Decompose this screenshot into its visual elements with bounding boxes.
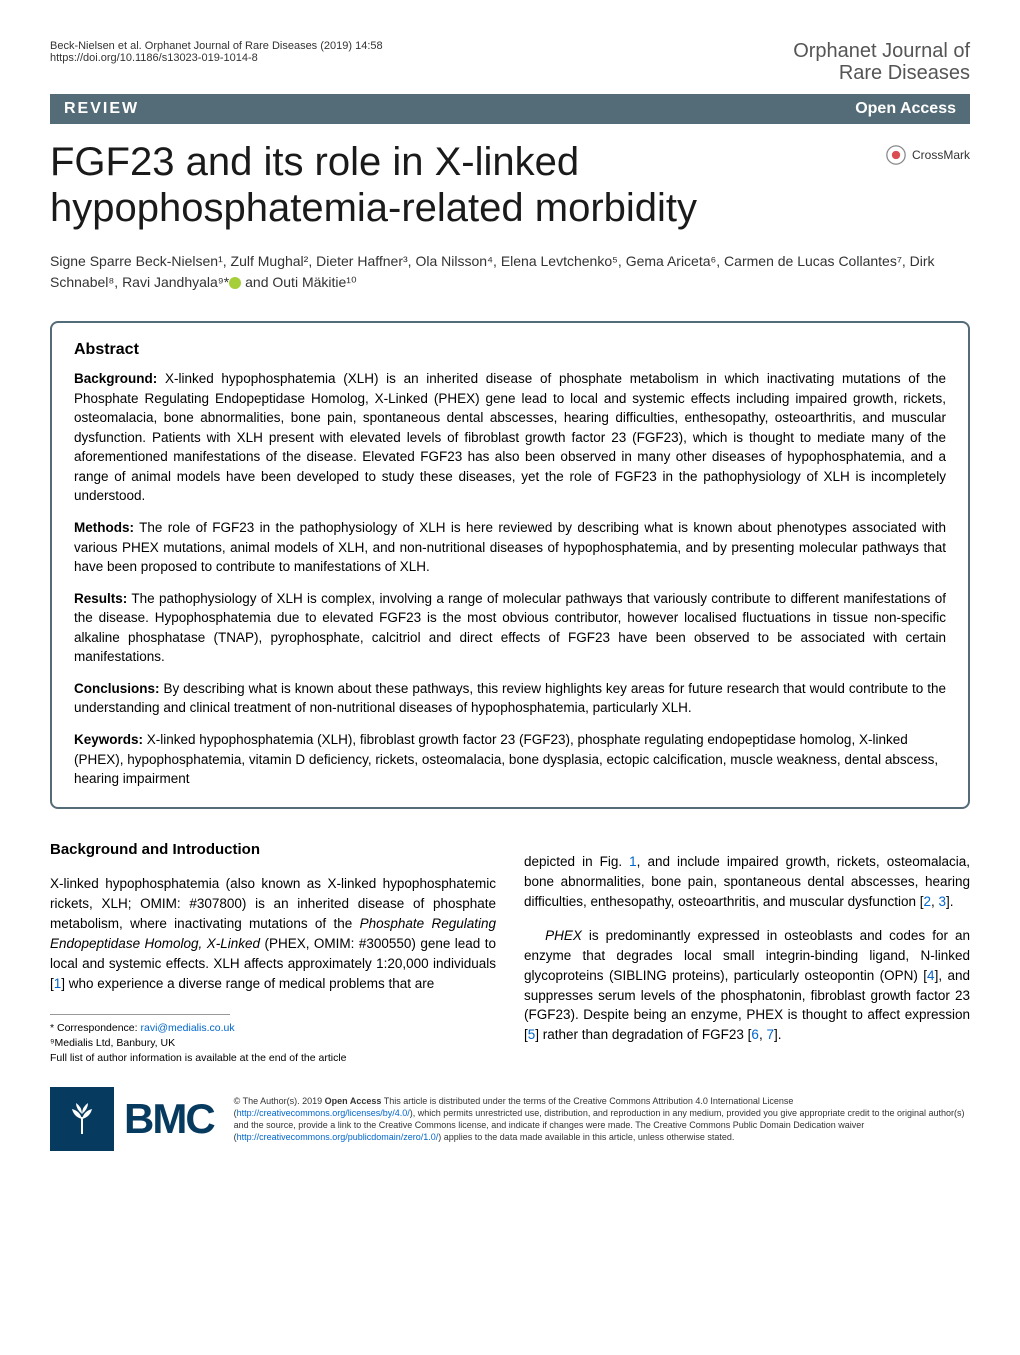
- background-text: X-linked hypophosphatemia (XLH) is an in…: [74, 371, 946, 503]
- abstract-keywords: Keywords: X-linked hypophosphatemia (XLH…: [74, 730, 946, 789]
- crossmark-badge[interactable]: CrossMark: [886, 145, 970, 165]
- fig-ref-1[interactable]: 1: [629, 854, 637, 869]
- review-label: REVIEW: [64, 100, 139, 118]
- crossmark-text: CrossMark: [912, 148, 970, 162]
- crossmark-icon: [886, 145, 906, 165]
- abstract-background: Background: X-linked hypophosphatemia (X…: [74, 369, 946, 506]
- footer-separator: [50, 1014, 230, 1015]
- conclusions-text: By describing what is known about these …: [74, 681, 946, 716]
- abstract-results: Results: The pathophysiology of XLH is c…: [74, 589, 946, 667]
- footer-row: BMC © The Author(s). 2019 Open Access Th…: [50, 1087, 970, 1151]
- section-heading: Background and Introduction: [50, 839, 496, 861]
- abstract-box: Abstract Background: X-linked hypophosph…: [50, 321, 970, 809]
- citation: Beck-Nielsen et al. Orphanet Journal of …: [50, 40, 383, 52]
- ref-4[interactable]: 4: [927, 968, 935, 983]
- license-url-2[interactable]: http://creativecommons.org/publicdomain/…: [237, 1132, 439, 1142]
- ref-3[interactable]: 3: [939, 894, 947, 909]
- bmc-logo: BMC: [50, 1087, 214, 1151]
- authors: Signe Sparre Beck-Nielsen¹, Zulf Mughal²…: [50, 251, 970, 293]
- methods-text: The role of FGF23 in the pathophysiology…: [74, 520, 946, 574]
- correspondence: * Correspondence: ravi@medialis.co.uk ⁹M…: [50, 1021, 496, 1065]
- header-meta: Beck-Nielsen et al. Orphanet Journal of …: [50, 40, 970, 84]
- license-url-1[interactable]: http://creativecommons.org/licenses/by/4…: [237, 1108, 410, 1118]
- license-text: © The Author(s). 2019 Open Access This a…: [234, 1095, 970, 1144]
- ref-2[interactable]: 2: [923, 894, 931, 909]
- journal-line1: Orphanet Journal of: [793, 40, 970, 62]
- abstract-conclusions: Conclusions: By describing what is known…: [74, 679, 946, 718]
- correspondence-label: * Correspondence:: [50, 1022, 140, 1034]
- results-label: Results:: [74, 591, 127, 606]
- bmc-square-icon: [50, 1087, 114, 1151]
- correspondence-email[interactable]: ravi@medialis.co.uk: [140, 1022, 234, 1034]
- correspondence-affiliation: ⁹Medialis Ltd, Banbury, UK: [50, 1036, 496, 1051]
- abstract-heading: Abstract: [74, 341, 946, 359]
- keywords-text: X-linked hypophosphatemia (XLH), fibrobl…: [74, 732, 938, 786]
- correspondence-note: Full list of author information is avail…: [50, 1051, 496, 1066]
- methods-label: Methods:: [74, 520, 134, 535]
- right-column: depicted in Fig. 1, and include impaired…: [524, 839, 970, 1066]
- ref-6[interactable]: 6: [751, 1027, 759, 1042]
- authors-tail: and Outi Mäkitie¹⁰: [241, 274, 356, 290]
- article-title: FGF23 and its role in X-linked hypophosp…: [50, 139, 886, 231]
- authors-main: Signe Sparre Beck-Nielsen¹, Zulf Mughal²…: [50, 253, 935, 290]
- results-text: The pathophysiology of XLH is complex, i…: [74, 591, 946, 665]
- ref-7[interactable]: 7: [766, 1027, 774, 1042]
- bmc-text: BMC: [124, 1095, 214, 1143]
- conclusions-label: Conclusions:: [74, 681, 160, 696]
- background-label: Background:: [74, 371, 157, 386]
- right-paragraph-2: PHEX is predominantly expressed in osteo…: [524, 926, 970, 1046]
- keywords-label: Keywords:: [74, 732, 143, 747]
- journal-name: Orphanet Journal of Rare Diseases: [793, 40, 970, 84]
- journal-line2: Rare Diseases: [793, 62, 970, 84]
- bmc-spring-icon: [62, 1099, 102, 1139]
- left-paragraph-1: X-linked hypophosphatemia (also known as…: [50, 874, 496, 994]
- body-columns: Background and Introduction X-linked hyp…: [50, 839, 970, 1066]
- abstract-methods: Methods: The role of FGF23 in the pathop…: [74, 518, 946, 577]
- review-bar: REVIEW Open Access: [50, 94, 970, 124]
- open-access-label: Open Access: [855, 100, 956, 118]
- orcid-icon: [229, 277, 241, 289]
- left-column: Background and Introduction X-linked hyp…: [50, 839, 496, 1066]
- right-paragraph-1: depicted in Fig. 1, and include impaired…: [524, 852, 970, 912]
- doi: https://doi.org/10.1186/s13023-019-1014-…: [50, 52, 383, 64]
